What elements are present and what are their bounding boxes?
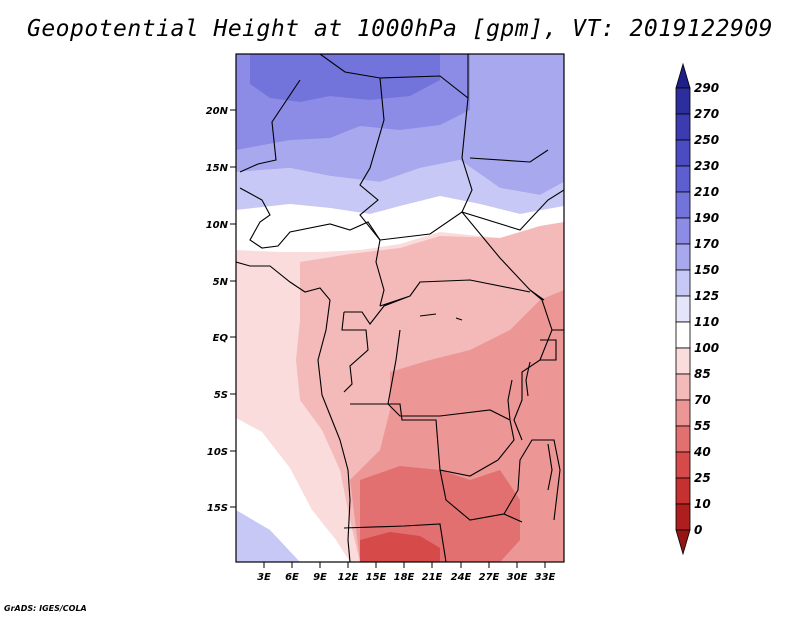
lon-label: 15E: [366, 572, 387, 583]
colorbar-bin: [675, 295, 691, 323]
colorbar-bin: [675, 503, 691, 531]
colorbar-label: 150: [694, 263, 719, 277]
colorbar-bin: [675, 243, 691, 271]
border-lines-north: [239, 54, 564, 241]
lon-label: 24E: [451, 572, 472, 583]
lat-label: 15N: [206, 163, 229, 174]
colorbar-bin: [675, 425, 691, 453]
colorbar-bin: [675, 139, 691, 167]
colorbar-bin: [675, 321, 691, 349]
colorbar-label: 10: [694, 497, 711, 511]
grads-credit: GrADS: IGES/COLA: [4, 604, 87, 613]
colorbar-label: 40: [693, 445, 711, 459]
lon-label: 12E: [338, 572, 359, 583]
colorbar-label: 25: [694, 471, 711, 485]
height-field: [236, 54, 564, 562]
colorbar-triangle-top: [675, 62, 691, 89]
lon-label: 18E: [394, 572, 415, 583]
coastline: [236, 261, 351, 562]
field-band-190: [250, 54, 440, 102]
colorbar: [675, 62, 691, 556]
field-band-110-west: [236, 418, 350, 562]
lat-label: 15S: [207, 503, 228, 514]
lat-label: 20N: [206, 106, 229, 117]
map-frame: [235, 53, 565, 563]
colorbar-bin: [675, 87, 691, 115]
colorbar-bin: [675, 373, 691, 401]
colorbar-label: 0: [694, 523, 702, 537]
colorbar-label: 230: [694, 159, 719, 173]
lon-label: 21E: [422, 572, 443, 583]
colorbar-bin: [675, 451, 691, 479]
lon-label: 30E: [507, 572, 528, 583]
lat-label: 5N: [213, 277, 229, 288]
colorbar-label: 125: [694, 289, 719, 303]
colorbar-bin: [675, 165, 691, 193]
field-band-125: [236, 160, 564, 214]
colorbar-bin: [675, 269, 691, 297]
field-band-125-sw: [236, 510, 300, 562]
border-lines-east: [513, 289, 564, 441]
lon-label: 33E: [535, 572, 556, 583]
colorbar-bin: [675, 217, 691, 245]
colorbar-label: 210: [694, 185, 719, 199]
colorbar-label: 270: [694, 107, 719, 121]
lat-label: 5S: [214, 390, 228, 401]
map-title: Geopotential Height at 1000hPa [gpm], VT…: [26, 16, 774, 42]
colorbar-label: 250: [694, 133, 719, 147]
colorbar-bin: [675, 347, 691, 375]
lon-label: 27E: [479, 572, 500, 583]
field-band-40: [360, 532, 440, 562]
colorbar-triangle-bottom: [675, 529, 691, 556]
colorbar-label: 55: [694, 419, 711, 433]
border-lines-west: [239, 187, 385, 307]
colorbar-labels: 290 270 250 230 210 190 170 150 125 110 …: [693, 81, 719, 537]
lon-axis: 3E 6E 9E 12E 15E 18E 21E 24E 27E 30E 33E: [257, 562, 556, 583]
colorbar-label: 100: [694, 341, 719, 355]
colorbar-bin: [675, 191, 691, 219]
lon-label: 6E: [285, 572, 299, 583]
lon-label: 3E: [257, 572, 271, 583]
lat-label: EQ: [213, 333, 229, 344]
colorbar-bin: [675, 399, 691, 427]
border-lines-central: [341, 211, 545, 461]
colorbar-label: 290: [694, 81, 719, 95]
colorbar-label: 170: [694, 237, 719, 251]
colorbar-bin: [675, 477, 691, 505]
colorbar-label: 70: [694, 393, 711, 407]
lat-axis: 20N 15N 10N 5N EQ 5S 10S 15S: [206, 106, 236, 514]
colorbar-bin: [675, 113, 691, 141]
lon-label: 9E: [313, 572, 327, 583]
colorbar-label: 85: [694, 367, 711, 381]
lake-outlines: [419, 313, 553, 491]
field-band-110-north: [236, 196, 564, 252]
lat-label: 10N: [206, 220, 229, 231]
colorbar-label: 110: [694, 315, 719, 329]
lat-label: 10S: [207, 447, 228, 458]
colorbar-label: 190: [694, 211, 719, 225]
country-boundaries: [236, 54, 564, 562]
border-lines-south: [343, 403, 561, 562]
